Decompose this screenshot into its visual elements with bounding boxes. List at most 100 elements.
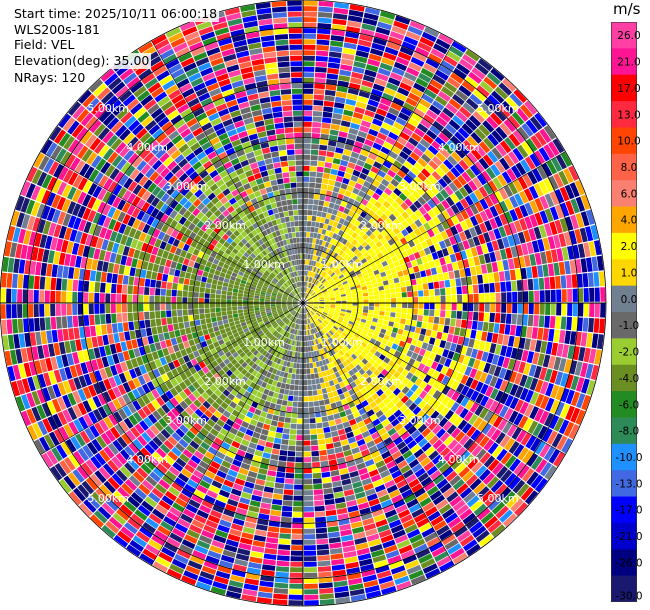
velocity-gate — [317, 28, 331, 35]
velocity-gate — [505, 247, 513, 259]
velocity-gate — [306, 276, 309, 282]
velocity-gate — [403, 435, 414, 445]
velocity-gate — [362, 233, 369, 241]
velocity-gate — [354, 164, 363, 172]
velocity-gate — [494, 215, 503, 228]
velocity-gate — [395, 333, 402, 340]
velocity-gate — [313, 298, 319, 301]
velocity-gate — [306, 294, 310, 299]
velocity-gate — [303, 243, 306, 248]
velocity-gate — [17, 274, 24, 289]
velocity-gate — [216, 316, 223, 322]
velocity-gate — [356, 44, 371, 53]
velocity-gate — [560, 202, 570, 217]
velocity-gate — [303, 407, 309, 413]
velocity-gate — [550, 249, 558, 263]
velocity-gate — [539, 462, 552, 477]
velocity-gate — [420, 67, 434, 79]
velocity-gate — [452, 352, 460, 362]
velocity-gate — [357, 327, 363, 333]
velocity-gate — [492, 445, 504, 458]
velocity-gate — [254, 305, 260, 309]
velocity-gate — [497, 355, 505, 367]
velocity-gate — [385, 112, 397, 121]
velocity-gate — [418, 264, 425, 272]
velocity-gate — [344, 37, 358, 45]
velocity-gate — [139, 277, 146, 287]
velocity-gate — [324, 306, 330, 309]
velocity-gate — [347, 20, 362, 28]
velocity-gate — [418, 72, 432, 83]
velocity-gate — [331, 558, 345, 566]
velocity-gate — [525, 138, 538, 153]
velocity-gate — [598, 271, 605, 287]
velocity-gate — [436, 331, 443, 340]
velocity-gate — [416, 143, 427, 153]
velocity-gate — [187, 297, 193, 303]
velocity-gate — [363, 303, 369, 307]
velocity-gate — [350, 328, 357, 333]
velocity-gate — [459, 328, 466, 337]
velocity-gate — [450, 402, 460, 413]
velocity-gate — [266, 436, 275, 443]
velocity-gate — [327, 145, 336, 152]
velocity-gate — [474, 201, 484, 213]
velocity-gate — [317, 309, 323, 313]
velocity-gate — [496, 238, 505, 250]
velocity-gate — [431, 226, 440, 235]
velocity-gate — [398, 323, 405, 330]
velocity-gate — [336, 281, 342, 286]
velocity-gate — [325, 318, 331, 322]
velocity-gate — [350, 286, 356, 290]
velocity-gate — [350, 313, 357, 317]
velocity-gate — [331, 430, 339, 437]
velocity-gate — [150, 319, 157, 327]
velocity-gate — [335, 297, 341, 300]
velocity-gate — [412, 190, 421, 200]
velocity-gate — [393, 61, 408, 72]
velocity-gate — [369, 299, 374, 303]
velocity-gate — [303, 506, 314, 512]
velocity-gate — [352, 169, 361, 177]
velocity-gate — [455, 431, 466, 443]
velocity-gate — [304, 556, 317, 562]
velocity-gate — [318, 251, 323, 257]
velocity-gate — [558, 358, 567, 372]
velocity-gate — [600, 303, 606, 318]
velocity-gate — [407, 331, 415, 339]
velocity-gate — [333, 314, 339, 319]
velocity-gate — [313, 266, 317, 273]
velocity-gate — [312, 278, 316, 284]
velocity-gate — [379, 311, 385, 316]
velocity-gate — [394, 455, 405, 465]
velocity-gate — [306, 363, 310, 369]
velocity-gate — [320, 252, 325, 258]
velocity-gate — [368, 358, 376, 365]
velocity-gate — [368, 271, 375, 278]
velocity-gate — [383, 334, 390, 341]
velocity-gate — [332, 258, 338, 265]
velocity-gate — [339, 258, 346, 264]
velocity-gate — [308, 299, 314, 302]
velocity-gate — [593, 272, 600, 287]
velocity-gate — [303, 418, 310, 424]
velocity-gate — [384, 209, 392, 217]
velocity-gate — [350, 246, 357, 253]
velocity-gate — [334, 228, 340, 235]
velocity-gate — [371, 334, 378, 340]
velocity-gate — [453, 269, 461, 279]
velocity-gate — [585, 257, 593, 272]
velocity-gate — [362, 292, 369, 297]
velocity-gate — [362, 74, 376, 83]
velocity-gate — [470, 429, 481, 441]
velocity-gate — [399, 131, 410, 141]
velocity-gate — [429, 309, 435, 317]
velocity-gate — [315, 56, 328, 62]
velocity-gate — [303, 149, 311, 155]
velocity-gate — [312, 122, 322, 128]
velocity-gate — [329, 280, 335, 285]
velocity-gate — [327, 392, 334, 399]
velocity-gate — [466, 495, 480, 508]
velocity-gate — [303, 396, 309, 402]
velocity-gate — [309, 357, 313, 363]
